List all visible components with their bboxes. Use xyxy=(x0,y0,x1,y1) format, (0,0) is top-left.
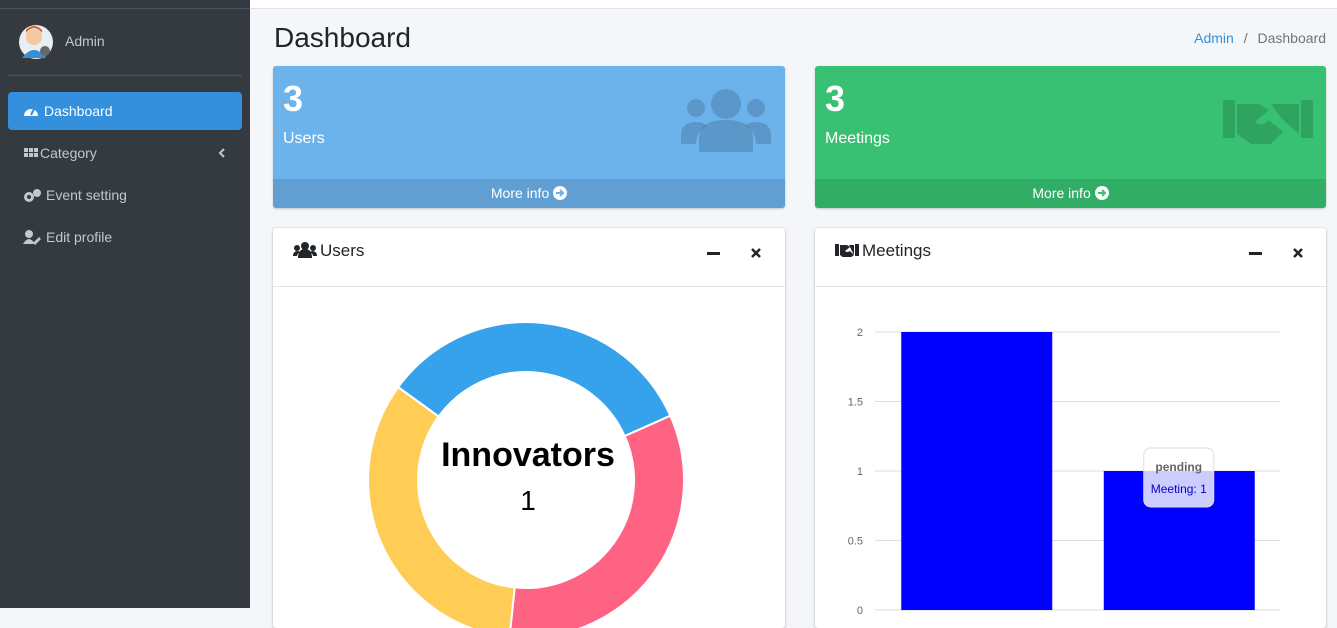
info-box: 3 Users More info xyxy=(273,66,785,208)
nav-label[interactable]: Category xyxy=(40,145,97,161)
info-icon xyxy=(1223,100,1313,144)
info-link[interactable]: More info xyxy=(490,185,550,201)
card-title: Users xyxy=(320,241,365,260)
info-number: 3 xyxy=(283,78,304,119)
card: Users Innovators 1 xyxy=(273,228,785,628)
center-value: 1 xyxy=(520,485,536,516)
info-label: Meetings xyxy=(825,130,890,147)
user-name[interactable]: Admin xyxy=(65,33,105,49)
y-tick-label: 1 xyxy=(857,466,863,478)
nav-item[interactable]: Category xyxy=(8,134,242,172)
tooltip-body: Meeting: 1 xyxy=(1151,482,1207,496)
card-title: Meetings xyxy=(862,241,931,260)
breadcrumb-item: Dashboard xyxy=(1257,30,1327,46)
card: Meetings 0 0.5 1 1.5 2 pending Meeting: 1 xyxy=(815,228,1326,628)
avatar xyxy=(19,25,53,59)
remove-button[interactable] xyxy=(1292,247,1304,259)
doughnut-segment xyxy=(509,414,685,628)
y-tick-label: 2 xyxy=(857,327,863,339)
nav-item[interactable]: Event setting xyxy=(8,176,242,214)
nav-label[interactable]: Dashboard xyxy=(44,103,113,119)
collapse-button[interactable] xyxy=(707,252,721,256)
doughnut-chart: Innovators 1 xyxy=(367,321,685,628)
nav-item[interactable]: Dashboard xyxy=(8,92,242,130)
breadcrumb-link[interactable]: Admin xyxy=(1194,30,1234,46)
info-box: 3 Meetings More info xyxy=(815,66,1326,208)
bar xyxy=(901,332,1053,610)
info-link[interactable]: More info xyxy=(1032,185,1091,201)
y-tick-label: 0 xyxy=(857,605,863,617)
bar-chart: 0 0.5 1 1.5 2 pending Meeting: 1 xyxy=(848,327,1280,617)
info-icon xyxy=(681,89,771,152)
breadcrumb-sep: / xyxy=(1243,30,1248,46)
center-label: Innovators xyxy=(441,436,615,474)
nav-label[interactable]: Event setting xyxy=(46,187,127,203)
y-tick-label: 0.5 xyxy=(848,536,863,548)
info-footer[interactable]: More info xyxy=(273,179,785,208)
nav-item[interactable]: Edit profile xyxy=(8,218,242,256)
y-tick-label: 1.5 xyxy=(848,397,863,409)
info-number: 3 xyxy=(825,78,846,119)
nav-label[interactable]: Edit profile xyxy=(46,229,113,245)
doughnut-segment xyxy=(396,321,672,438)
navbar xyxy=(250,0,1337,9)
info-label: Users xyxy=(283,130,325,147)
collapse-button[interactable] xyxy=(1249,252,1263,256)
card-header: Meetings xyxy=(815,228,1326,287)
info-footer[interactable]: More info xyxy=(815,179,1326,208)
divider xyxy=(8,75,242,76)
sidebar: Admin Dashboard Category Event setting E… xyxy=(0,0,250,608)
doughnut-segment xyxy=(367,385,516,628)
remove-button[interactable] xyxy=(750,247,762,259)
tooltip-title: pending xyxy=(1155,460,1202,474)
tooltip xyxy=(1143,447,1215,508)
card-header: Users xyxy=(273,228,785,287)
breadcrumb: Admin / Dashboard xyxy=(1194,30,1326,46)
brand xyxy=(0,0,250,9)
page-title: Dashboard xyxy=(274,22,411,53)
